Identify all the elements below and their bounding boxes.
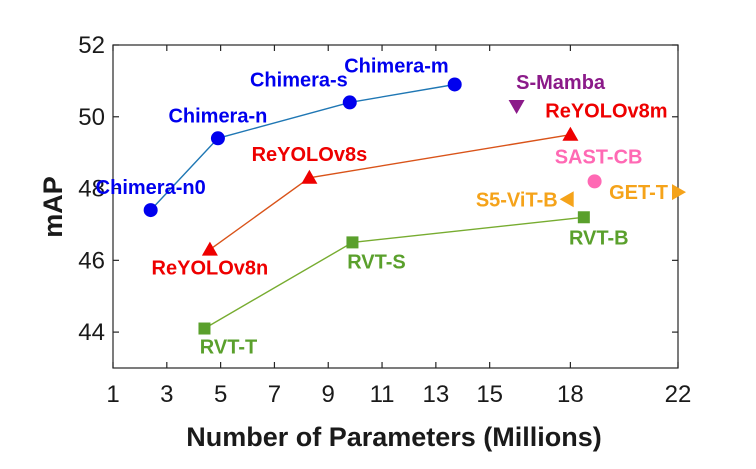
x-tick-label: 15 — [476, 381, 503, 408]
x-tick-label: 9 — [322, 381, 335, 408]
data-point-label: S-Mamba — [516, 72, 606, 94]
data-point-marker — [143, 203, 158, 218]
y-axis-title: mAP — [38, 176, 68, 238]
data-point-label: SAST-CB — [555, 146, 643, 168]
data-point-label: ReYOLOv8m — [545, 101, 667, 123]
y-tick-label: 48 — [78, 176, 105, 203]
data-point-marker — [587, 174, 602, 189]
series-line — [150, 83, 455, 211]
data-markers — [143, 77, 686, 335]
data-point-marker — [508, 100, 525, 114]
x-tick-label: 18 — [557, 381, 584, 408]
data-point-label: Chimera-n0 — [96, 177, 206, 199]
x-axis-title: Number of Parameters (Millions) — [186, 422, 602, 452]
data-point-marker — [198, 322, 211, 335]
x-tick-label: 1 — [106, 381, 119, 408]
x-tick-label: 5 — [214, 381, 227, 408]
data-point-label: Chimera-m — [344, 56, 448, 78]
x-tick-label: 13 — [423, 381, 450, 408]
data-point-label: ReYOLOv8n — [152, 258, 269, 280]
data-point-label: GET-T — [609, 182, 668, 204]
data-point-marker — [559, 191, 574, 208]
data-point-marker — [577, 211, 590, 224]
data-point-marker — [301, 169, 318, 184]
data-point-marker — [210, 131, 225, 146]
data-point-label: RVT-B — [569, 227, 629, 249]
data-point-marker — [342, 95, 357, 110]
y-tick-label: 44 — [78, 319, 105, 346]
data-point-label: Chimera-n — [168, 105, 267, 127]
data-point-marker — [346, 236, 359, 249]
data-point-label: ReYOLOv8s — [252, 144, 368, 166]
plot-frame — [112, 44, 679, 369]
data-point-marker — [201, 241, 218, 256]
x-tick-label: 11 — [370, 381, 395, 408]
y-tick-label: 52 — [78, 32, 105, 59]
data-point-label: S5-ViT-B — [476, 189, 558, 211]
y-tick-label: 46 — [78, 247, 105, 274]
x-tick-label: 7 — [268, 381, 281, 408]
data-point-marker — [562, 126, 579, 141]
x-tick-label: 22 — [665, 381, 692, 408]
y-tick-label: 50 — [78, 104, 105, 131]
data-point-label: RVT-T — [200, 337, 257, 359]
data-point-label: Chimera-s — [250, 69, 348, 91]
data-point-marker — [672, 184, 686, 201]
data-point-label: RVT-S — [347, 251, 406, 273]
x-tick-label: 3 — [160, 381, 173, 408]
data-point-marker — [447, 77, 462, 92]
